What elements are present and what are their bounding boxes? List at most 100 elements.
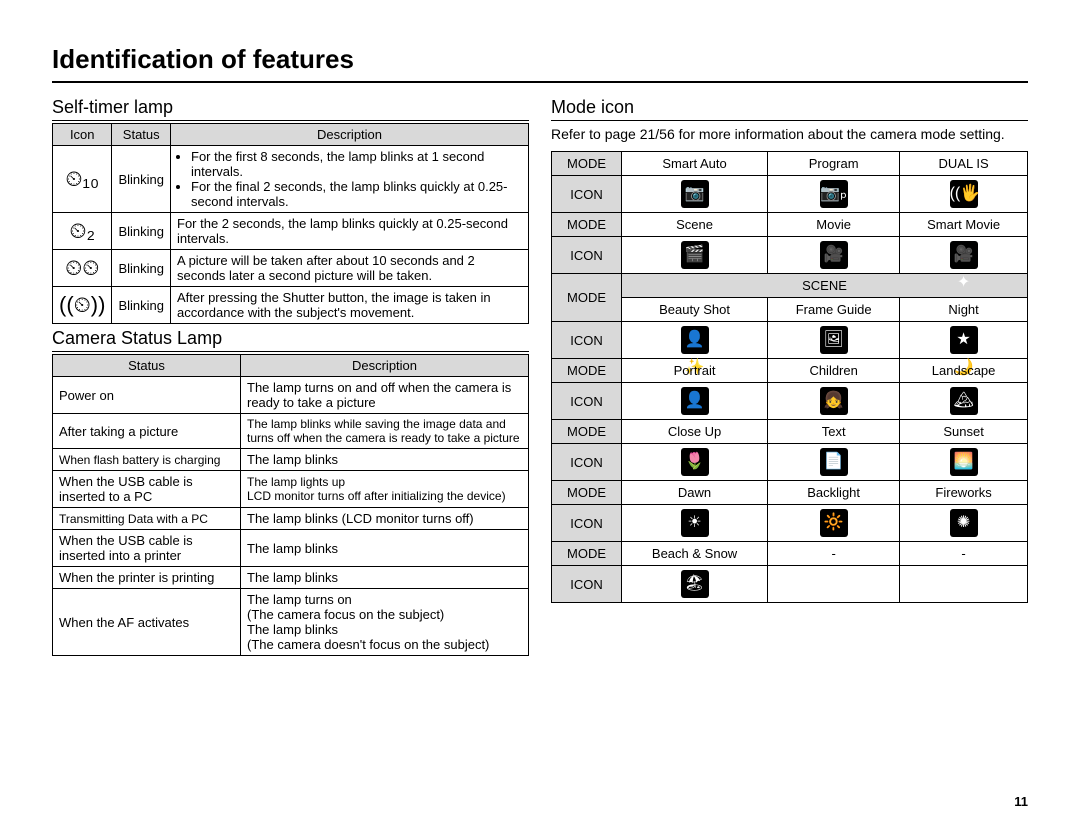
mode-row: MODE Beach & Snow - - [552, 542, 1028, 566]
status-cell: When the AF activates [53, 589, 241, 656]
text-icon: 📄 [820, 448, 848, 476]
page-title: Identification of features [52, 44, 1028, 83]
status-cell: Power on [53, 377, 241, 414]
status-cell: After taking a picture [53, 414, 241, 449]
status-lamp-table: Status Description Power on The lamp tur… [52, 354, 529, 656]
mode-name: Text [768, 420, 900, 444]
mode-label: MODE [552, 542, 622, 566]
mode-icon-cell: 🎥✦ [900, 237, 1028, 274]
icon-label: ICON [552, 322, 622, 359]
table-row: ⏲₁₀ Blinking For the first 8 seconds, th… [53, 146, 529, 213]
beach-snow-icon: 🏖 [681, 570, 709, 598]
col-header-desc: Description [241, 355, 529, 377]
mode-name: Program [768, 152, 900, 176]
mode-name: Beauty Shot [622, 298, 768, 322]
close-up-icon: 🌷 [681, 448, 709, 476]
table-row: ⏲⏲ Blinking A picture will be taken afte… [53, 250, 529, 287]
mode-name: DUAL IS [900, 152, 1028, 176]
table-row: When the USB cable is inserted into a pr… [53, 530, 529, 567]
landscape-icon: 🏔 [950, 387, 978, 415]
mode-icon-cell: 🌅 [900, 444, 1028, 481]
status-cell: When flash battery is charging [53, 449, 241, 471]
timer-desc: For the first 8 seconds, the lamp blinks… [171, 146, 529, 213]
table-row: Power on The lamp turns on and off when … [53, 377, 529, 414]
mode-row: MODE Scene Movie Smart Movie [552, 213, 1028, 237]
mode-icon-cell: 📷 [622, 176, 768, 213]
table-row: ((⏲)) Blinking After pressing the Shutte… [53, 287, 529, 324]
mode-label: MODE [552, 274, 622, 322]
desc-cell: The lamp lights up LCD monitor turns off… [241, 471, 529, 508]
mode-icon-cell: ✺ [900, 505, 1028, 542]
status-cell: When the printer is printing [53, 567, 241, 589]
mode-name: Sunset [900, 420, 1028, 444]
timer-icon: ⏲₁₀ [53, 146, 112, 213]
program-icon: 📷ₚ [820, 180, 848, 208]
timer-icon: ⏲⏲ [53, 250, 112, 287]
mode-name: Dawn [622, 481, 768, 505]
mode-label: MODE [552, 359, 622, 383]
mode-icon-cell: 📷ₚ [768, 176, 900, 213]
mode-icon-cell: ((🖐)) [900, 176, 1028, 213]
col-header-status: Status [53, 355, 241, 377]
mode-name: - [768, 542, 900, 566]
mode-icon-cell: 🌷 [622, 444, 768, 481]
icon-label: ICON [552, 505, 622, 542]
icon-label: ICON [552, 566, 622, 603]
timer-desc: For the 2 seconds, the lamp blinks quick… [171, 213, 529, 250]
mode-icon-cell [900, 566, 1028, 603]
mode-row: MODE Smart Auto Program DUAL IS [552, 152, 1028, 176]
manual-page: Identification of features Self-timer la… [0, 0, 1080, 815]
mode-icon-cell: 👤✨ [622, 322, 768, 359]
mode-name: Night [900, 298, 1028, 322]
table-row: After taking a picture The lamp blinks w… [53, 414, 529, 449]
fireworks-icon: ✺ [950, 509, 978, 537]
mode-icon-cell [768, 566, 900, 603]
icon-row: ICON ☀ 🔆 ✺ [552, 505, 1028, 542]
mode-name: Scene [622, 213, 768, 237]
sunset-icon: 🌅 [950, 448, 978, 476]
status-cell: Transmitting Data with a PC [53, 508, 241, 530]
mode-name: Movie [768, 213, 900, 237]
mode-name: Beach & Snow [622, 542, 768, 566]
mode-label: MODE [552, 481, 622, 505]
mode-icon-cell: 🎥 [768, 237, 900, 274]
mode-icon-cell: ☀ [622, 505, 768, 542]
mode-name: Frame Guide [768, 298, 900, 322]
mode-icon-cell: ★🌙 [900, 322, 1028, 359]
desc-cell: The lamp turns on (The camera focus on t… [241, 589, 529, 656]
dawn-icon: ☀ [681, 509, 709, 537]
mode-icon-cell: 🔆 [768, 505, 900, 542]
mode-label: MODE [552, 420, 622, 444]
icon-row: ICON 📷 📷ₚ ((🖐)) [552, 176, 1028, 213]
status-cell: When the USB cable is inserted to a PC [53, 471, 241, 508]
portrait-icon: 👤 [681, 387, 709, 415]
mode-icon-heading: Mode icon [551, 97, 1028, 121]
desc-cell: The lamp blinks [241, 567, 529, 589]
mode-name: Smart Auto [622, 152, 768, 176]
desc-cell: The lamp blinks [241, 449, 529, 471]
timer-status: Blinking [112, 146, 171, 213]
frame-guide-icon: 🖼 [820, 326, 848, 354]
status-cell: When the USB cable is inserted into a pr… [53, 530, 241, 567]
desc-cell: The lamp blinks while saving the image d… [241, 414, 529, 449]
dual-is-icon: ((🖐)) [950, 180, 978, 208]
icon-row: ICON 🏖 [552, 566, 1028, 603]
mode-icon-table: MODE Smart Auto Program DUAL IS ICON 📷 📷… [551, 151, 1028, 603]
movie-icon: 🎥 [820, 241, 848, 269]
backlight-icon: 🔆 [820, 509, 848, 537]
timer-status: Blinking [112, 213, 171, 250]
desc-cell: The lamp turns on and off when the camer… [241, 377, 529, 414]
scene-icon: 🎬 [681, 241, 709, 269]
night-icon: ★🌙 [950, 326, 978, 354]
mode-label: MODE [552, 213, 622, 237]
self-timer-table: Icon Status Description ⏲₁₀ Blinking For… [52, 123, 529, 324]
timer-desc: A picture will be taken after about 10 s… [171, 250, 529, 287]
icon-row: ICON 👤 👧 🏔 [552, 383, 1028, 420]
mode-name: - [900, 542, 1028, 566]
desc-cell: The lamp blinks (LCD monitor turns off) [241, 508, 529, 530]
table-header-row: Status Description [53, 355, 529, 377]
timer-status: Blinking [112, 287, 171, 324]
right-column: Mode icon Refer to page 21/56 for more i… [551, 93, 1028, 656]
table-row: ⏲₂ Blinking For the 2 seconds, the lamp … [53, 213, 529, 250]
table-row: When flash battery is charging The lamp … [53, 449, 529, 471]
